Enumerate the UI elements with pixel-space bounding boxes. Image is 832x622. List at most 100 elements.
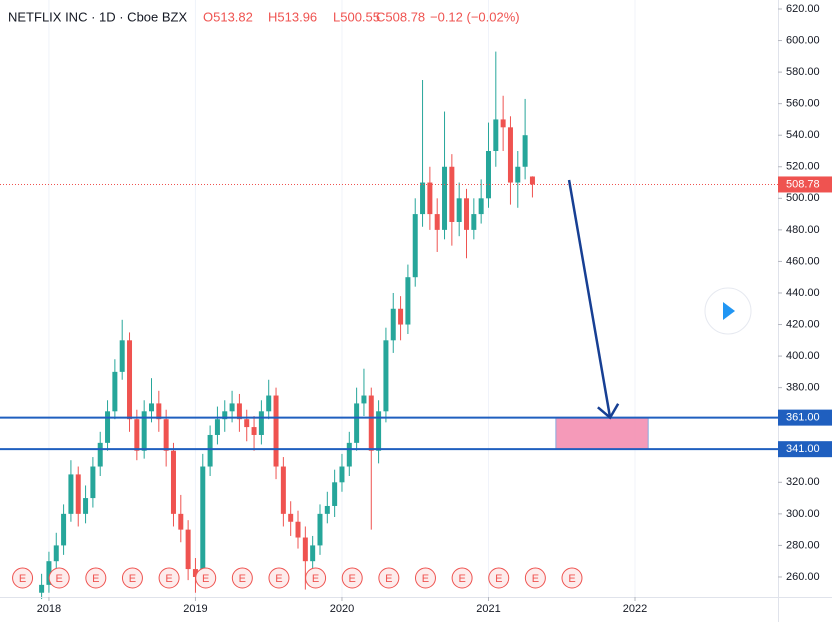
axes: 260.00280.00300.00320.00340.00360.00380.…	[37, 3, 832, 615]
candle-body	[354, 403, 360, 443]
candle-body	[185, 529, 191, 570]
last-price-label: 508.78	[786, 178, 820, 190]
candle-body	[266, 395, 272, 412]
candle-body	[280, 466, 286, 514]
earnings-label: E	[275, 573, 282, 585]
earnings-label: E	[385, 573, 392, 585]
candle-body	[456, 198, 462, 222]
candle-body	[83, 498, 89, 514]
candle-body	[192, 569, 198, 577]
plot	[39, 51, 535, 600]
play-button[interactable]	[704, 287, 752, 335]
y-tick-label: 300.00	[786, 508, 820, 520]
candle-body	[141, 411, 147, 451]
y-tick-label: 260.00	[786, 571, 820, 583]
candle-body	[105, 411, 111, 443]
target-zone	[555, 417, 649, 450]
x-tick-label: 2022	[623, 603, 647, 615]
candle-body	[434, 214, 440, 230]
candle-body	[376, 411, 382, 451]
earnings-marker	[341, 567, 363, 589]
y-tick-label: 460.00	[786, 255, 820, 267]
candle-body	[500, 119, 506, 128]
earnings-marker	[305, 567, 327, 589]
earnings-marker	[12, 567, 34, 589]
candle-body	[127, 340, 133, 420]
earnings-label: E	[165, 573, 172, 585]
candle-body	[148, 403, 154, 412]
earnings-marker	[48, 567, 70, 589]
candle-body	[244, 419, 250, 428]
candle-body	[449, 166, 455, 222]
candle-body	[53, 545, 59, 562]
earnings-marker	[121, 567, 143, 589]
candle-body	[90, 466, 96, 499]
candle-body	[207, 434, 213, 467]
candle-body	[442, 166, 448, 230]
grid	[48, 0, 636, 597]
play-icon[interactable]	[723, 302, 735, 320]
candle-body	[236, 403, 242, 420]
y-tick-label: 280.00	[786, 539, 820, 551]
candle-body	[412, 214, 418, 278]
earnings-label: E	[532, 573, 539, 585]
ohlc-close: C508.78	[376, 9, 425, 24]
candle-body	[383, 340, 389, 412]
candle-body	[464, 198, 470, 230]
candle-body	[368, 395, 374, 451]
candle-body	[493, 119, 499, 151]
y-tick-label: 480.00	[786, 224, 820, 236]
ohlc-low: L500.55	[333, 9, 380, 24]
earnings-marker	[158, 567, 180, 589]
candle-body	[170, 450, 176, 514]
candle-body	[405, 277, 411, 325]
candle-body	[251, 427, 257, 435]
candle-body	[485, 150, 491, 199]
candle-body	[515, 166, 521, 183]
x-tick-label: 2020	[330, 603, 354, 615]
candle-body	[258, 411, 264, 435]
candle-body	[478, 198, 484, 215]
candle-body	[310, 545, 316, 562]
candle-body	[332, 482, 338, 506]
candle-body	[507, 127, 513, 183]
level-label: 361.00	[786, 412, 820, 424]
earnings-marker	[268, 567, 290, 589]
earnings-label: E	[19, 573, 26, 585]
candle-body	[302, 537, 308, 562]
earnings-label: E	[239, 573, 246, 585]
candle-body	[339, 466, 345, 483]
earnings-marker	[85, 567, 107, 589]
earnings-marker	[195, 567, 217, 589]
candle-body	[156, 403, 162, 420]
candle-body	[361, 395, 367, 404]
candle-body	[288, 513, 294, 522]
candle-body	[39, 584, 45, 593]
earnings-label: E	[56, 573, 63, 585]
ohlc-open: O513.82	[203, 9, 253, 24]
earnings-label: E	[349, 573, 356, 585]
earnings-marker	[488, 567, 510, 589]
candle-body	[427, 182, 433, 215]
x-tick-label: 2018	[37, 603, 61, 615]
candle-body	[420, 182, 426, 215]
earnings-label: E	[202, 573, 209, 585]
earnings-label: E	[92, 573, 99, 585]
earnings-marker	[451, 567, 473, 589]
y-tick-label: 620.00	[786, 3, 820, 15]
earnings-label: E	[568, 573, 575, 585]
candle-body	[346, 442, 352, 467]
x-tick-label: 2021	[476, 603, 500, 615]
candle-body	[229, 403, 235, 412]
earnings-label: E	[422, 573, 429, 585]
candle-body	[119, 340, 125, 372]
y-tick-label: 560.00	[786, 98, 820, 110]
candle-body	[222, 411, 228, 420]
candle-body	[97, 442, 103, 467]
symbol-title: NETFLIX INC · 1D · Cboe BZX	[8, 9, 187, 24]
y-tick-label: 320.00	[786, 476, 820, 488]
y-tick-label: 520.00	[786, 161, 820, 173]
